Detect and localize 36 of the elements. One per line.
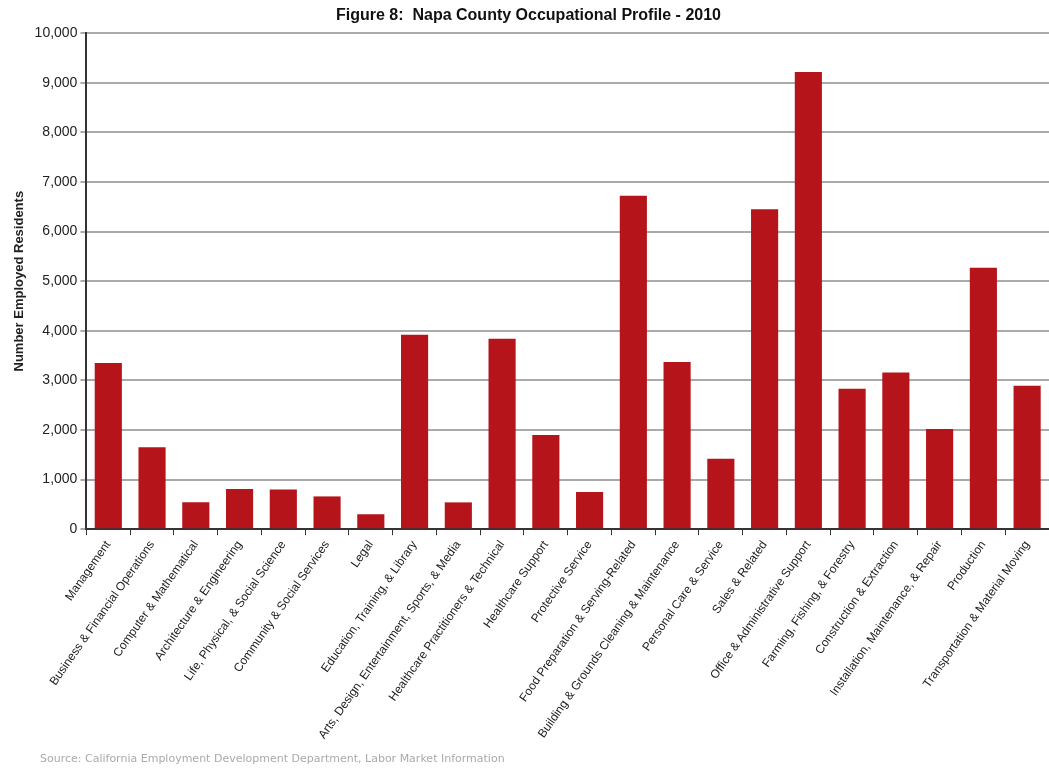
bar (751, 209, 779, 529)
bar (1013, 385, 1041, 529)
y-tick-label: 3,000 (42, 371, 78, 388)
bar (926, 428, 954, 529)
source-note: Source: California Employment Development Department, Labor Market Information (40, 752, 505, 765)
y-tick-label: 8,000 (42, 123, 78, 140)
bar (619, 195, 647, 529)
bar (182, 502, 210, 529)
bar (225, 488, 254, 529)
y-tick-label: 5,000 (42, 272, 78, 289)
y-tick-label: 0 (69, 520, 78, 537)
bar (444, 502, 472, 529)
bar (882, 372, 910, 529)
y-tick-label: 9,000 (42, 73, 78, 90)
y-tick-label: 2,000 (42, 420, 78, 437)
y-tick-label: 1,000 (42, 470, 78, 487)
chart-title: Figure 8: Napa County Occupational Profile - 2010 (336, 6, 722, 24)
bar (138, 447, 166, 529)
bar (794, 71, 822, 529)
bar (357, 514, 385, 529)
bar (707, 458, 735, 529)
bar (663, 362, 691, 529)
y-tick-label: 10,000 (34, 24, 78, 41)
bar (838, 388, 866, 529)
bar (269, 489, 297, 529)
bar (401, 334, 429, 529)
y-tick-label: 4,000 (42, 321, 78, 338)
bar (576, 491, 604, 529)
bar (313, 496, 341, 529)
y-tick-label: 6,000 (42, 222, 78, 239)
bar (532, 434, 560, 529)
bar (969, 267, 997, 529)
bar (488, 338, 516, 529)
bar (94, 363, 122, 529)
y-axis-title: Number Employed Residents (11, 190, 27, 372)
y-tick-label: 7,000 (42, 172, 78, 189)
